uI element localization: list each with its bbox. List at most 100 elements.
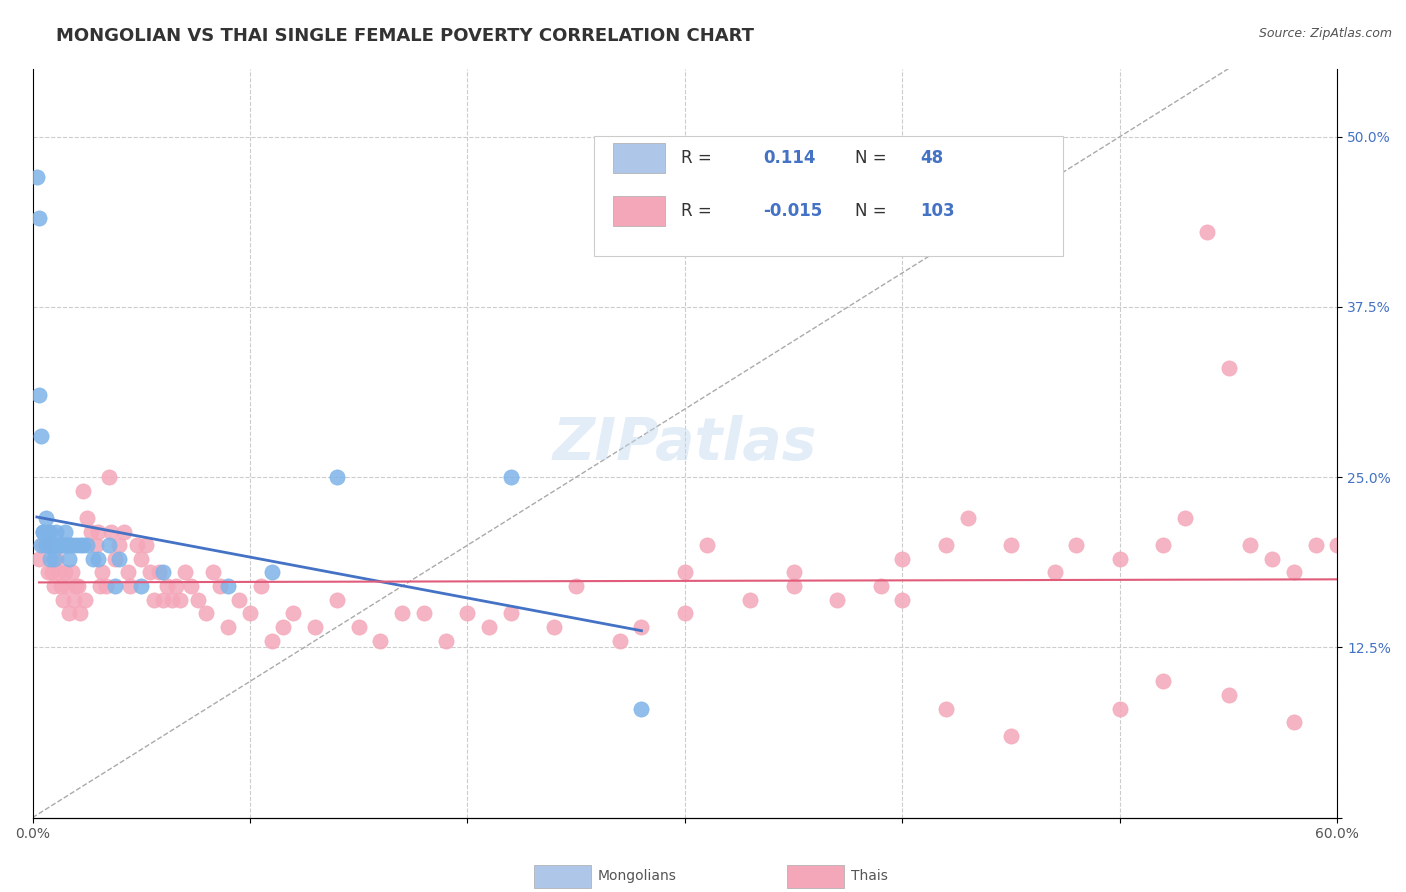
Point [1000, 729, 1022, 743]
Point [891, 551, 914, 566]
Point [32, 538, 55, 552]
Point [156, 579, 179, 593]
Point [52, 592, 75, 607]
Point [935, 538, 957, 552]
Point [89, 579, 111, 593]
Point [152, 566, 174, 580]
Point [41, 566, 63, 580]
Text: 103: 103 [920, 202, 955, 219]
Point [72, 538, 94, 552]
Point [87, 551, 110, 566]
Point [891, 592, 914, 607]
Point [370, 633, 392, 648]
Point [783, 566, 806, 580]
Point [1218, 361, 1240, 376]
Point [347, 620, 370, 634]
Point [69, 607, 91, 621]
Text: 0.114: 0.114 [763, 149, 815, 168]
Point [180, 579, 202, 593]
Point [49, 538, 72, 552]
Text: MONGOLIAN VS THAI SINGLE FEMALE POVERTY CORRELATION CHART: MONGOLIAN VS THAI SINGLE FEMALE POVERTY … [56, 27, 754, 45]
Point [1109, 551, 1132, 566]
Point [65, 579, 87, 593]
Point [217, 579, 239, 593]
Point [38, 524, 60, 539]
Text: Thais: Thais [851, 869, 887, 883]
Point [73, 592, 96, 607]
Point [44, 538, 66, 552]
Point [37, 524, 59, 539]
Point [60, 538, 83, 552]
Text: R =: R = [681, 149, 711, 168]
Point [1261, 551, 1284, 566]
Point [44, 538, 66, 552]
Point [96, 579, 118, 593]
Point [32, 524, 55, 539]
Point [84, 538, 107, 552]
Point [1326, 538, 1348, 552]
Point [148, 566, 170, 580]
Point [108, 538, 131, 552]
Point [37, 566, 59, 580]
Point [187, 592, 209, 607]
Point [135, 538, 157, 552]
Point [1305, 538, 1327, 552]
Point [565, 579, 588, 593]
Text: ZIPatlas: ZIPatlas [553, 415, 817, 472]
Point [34, 538, 56, 552]
Point [1282, 566, 1305, 580]
Point [108, 551, 131, 566]
Point [58, 607, 80, 621]
Point [630, 620, 652, 634]
Point [391, 607, 413, 621]
Point [44, 551, 66, 566]
Point [34, 511, 56, 525]
Point [97, 470, 120, 484]
Point [696, 538, 718, 552]
Point [30, 429, 52, 443]
Point [129, 551, 152, 566]
Point [1066, 538, 1088, 552]
Point [1218, 688, 1240, 702]
Point [1174, 511, 1197, 525]
Point [76, 538, 98, 552]
Point [139, 566, 162, 580]
Point [1152, 674, 1174, 689]
Point [740, 592, 762, 607]
Point [160, 592, 183, 607]
Point [53, 524, 76, 539]
Point [1043, 566, 1066, 580]
Point [65, 538, 87, 552]
Point [1109, 701, 1132, 715]
Point [1195, 225, 1218, 239]
Point [30, 538, 52, 552]
Point [104, 551, 127, 566]
Point [49, 538, 72, 552]
Point [53, 538, 76, 552]
Point [48, 538, 70, 552]
Point [543, 620, 565, 634]
Text: N =: N = [855, 149, 886, 168]
Bar [613, 196, 665, 226]
Point [260, 633, 283, 648]
Bar [613, 144, 665, 173]
Point [80, 524, 103, 539]
Point [1239, 538, 1261, 552]
Point [45, 524, 67, 539]
Point [112, 524, 135, 539]
Point [52, 538, 75, 552]
Point [25, 170, 48, 185]
Point [38, 538, 60, 552]
Point [48, 566, 70, 580]
Point [825, 592, 848, 607]
Point [956, 511, 979, 525]
Point [37, 538, 59, 552]
Point [260, 566, 283, 580]
Point [56, 538, 79, 552]
Point [326, 592, 349, 607]
Point [82, 551, 104, 566]
Point [271, 620, 294, 634]
Text: Mongolians: Mongolians [598, 869, 676, 883]
Point [97, 538, 120, 552]
Point [673, 566, 696, 580]
